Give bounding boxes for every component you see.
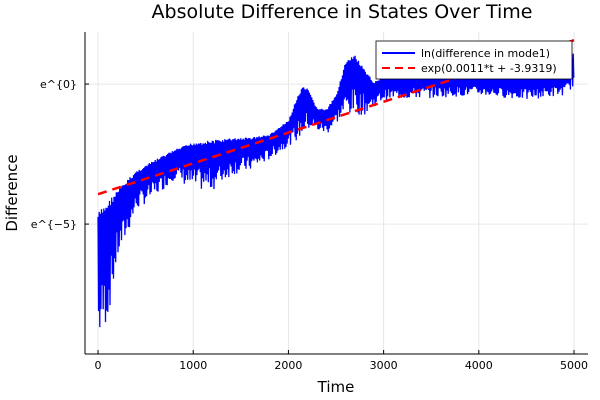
legend-box: [375, 40, 573, 80]
red-fit-line: [97, 38, 575, 196]
x-tick-label: 4000: [465, 359, 493, 372]
x-tick-label: 0: [95, 359, 102, 372]
legend: ln(difference in mode1) exp(0.0011*t + -…: [375, 40, 573, 80]
x-axis-label: Time: [317, 378, 355, 396]
x-tick-label: 5000: [560, 359, 588, 372]
blue-series-line: [97, 53, 575, 328]
y-tick-label: e^{0}: [40, 78, 77, 91]
y-tick-label: e^{−5}: [31, 218, 77, 231]
x-tick-label: 1000: [179, 359, 207, 372]
x-tick-label: 3000: [370, 359, 398, 372]
chart-title: Absolute Difference in States Over Time: [152, 1, 533, 23]
y-axis-label: Difference: [3, 154, 21, 231]
legend-label-1: ln(difference in mode1): [421, 47, 550, 60]
series-layer: [97, 38, 575, 328]
legend-label-2: exp(0.0011*t + -3.9319): [421, 62, 557, 75]
tick-labels: 0 1000 2000 3000 4000 5000 e^{0} e^{−5}: [31, 78, 588, 372]
x-tick-label: 2000: [274, 359, 302, 372]
axes: [84, 32, 588, 355]
